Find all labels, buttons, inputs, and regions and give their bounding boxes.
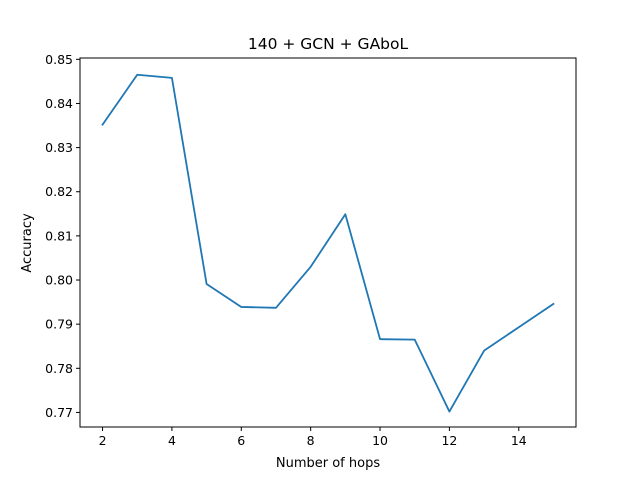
x-tick-label: 6 bbox=[237, 433, 245, 448]
y-axis-ticks: 0.77 0.78 0.79 0.80 0.81 0.82 0.83 0.84 0.85 bbox=[45, 52, 80, 420]
y-tick-label: 0.85 bbox=[45, 52, 73, 67]
y-tick-label: 0.80 bbox=[45, 273, 73, 288]
plot-frame bbox=[79, 57, 577, 428]
x-tick-label: 4 bbox=[168, 433, 176, 448]
y-tick-label: 0.78 bbox=[45, 361, 73, 376]
x-tick-label: 12 bbox=[441, 433, 457, 448]
x-axis-label: Number of hops bbox=[276, 456, 380, 471]
y-tick-label: 0.77 bbox=[45, 405, 73, 420]
y-axis-label: Accuracy bbox=[20, 213, 35, 273]
y-tick-label: 0.83 bbox=[45, 140, 73, 155]
x-tick-label: 14 bbox=[511, 433, 527, 448]
x-tick-label: 10 bbox=[372, 433, 388, 448]
x-tick-label: 2 bbox=[99, 433, 107, 448]
y-tick-label: 0.81 bbox=[45, 228, 73, 243]
series-line-0 bbox=[101, 73, 555, 413]
y-tick-label: 0.84 bbox=[45, 96, 73, 111]
y-tick-label: 0.79 bbox=[45, 317, 73, 332]
x-axis-ticks: 2 4 6 8 10 12 14 bbox=[99, 427, 527, 448]
y-tick-label: 0.82 bbox=[45, 184, 73, 199]
x-tick-label: 8 bbox=[307, 433, 315, 448]
chart-title: 140 + GCN + GAboL bbox=[248, 35, 409, 53]
series-layer bbox=[101, 73, 555, 413]
